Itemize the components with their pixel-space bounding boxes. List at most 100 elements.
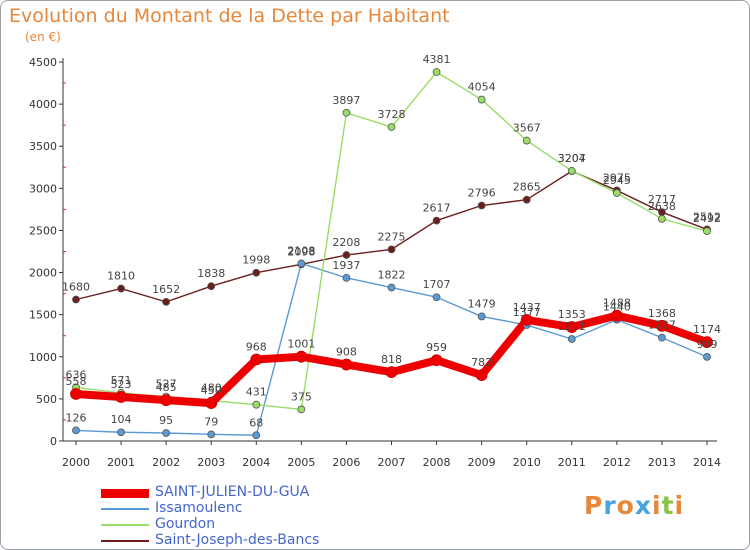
data-point-issamoulenc	[162, 429, 171, 437]
data-label-issamoulenc: 95	[159, 414, 173, 427]
data-label-saint-julien-du-gua: 558	[66, 375, 87, 388]
data-label-saint-joseph-des-bancs: 3204	[558, 152, 586, 165]
x-tick-label: 2006	[332, 456, 360, 469]
legend-item: SAINT-JULIEN-DU-GUA	[101, 484, 361, 501]
data-point-saint-joseph-des-bancs	[252, 268, 261, 277]
data-point-saint-julien-du-gua	[205, 397, 218, 410]
proxiti-logo: Proxiti	[584, 491, 684, 520]
y-tick-label: 1500	[29, 309, 57, 322]
data-label-issamoulenc: 1479	[468, 297, 496, 310]
data-point-saint-joseph-des-bancs	[477, 201, 486, 210]
data-label-saint-joseph-des-bancs: 2865	[513, 181, 541, 194]
data-labels: 1680 1810 1652 1838 1998 2098 2208 2275 2617 2796…	[62, 53, 721, 429]
x-tick-label: 2000	[62, 456, 90, 469]
data-point-saint-julien-du-gua	[160, 394, 173, 407]
data-label-saint-joseph-des-bancs: 2796	[468, 187, 496, 200]
data-label-gourdon: 527	[156, 378, 177, 391]
data-label-issamoulenc: 1440	[603, 301, 631, 314]
x-tick-label: 2010	[513, 456, 541, 469]
data-label-saint-julien-du-gua: 908	[336, 346, 357, 359]
data-label-saint-julien-du-gua: 959	[426, 341, 447, 354]
data-label-gourdon: 431	[246, 386, 267, 399]
x-tick-label: 2005	[287, 456, 315, 469]
x-tick-label: 2012	[603, 456, 631, 469]
data-point-gourdon	[703, 227, 711, 236]
data-point-saint-julien-du-gua	[656, 319, 668, 332]
y-tick-label: 1000	[29, 351, 57, 364]
data-point-issamoulenc	[658, 333, 666, 342]
data-label-issamoulenc: 68	[249, 416, 263, 429]
data-label-saint-julien-du-gua: 1437	[513, 301, 541, 314]
data-point-saint-joseph-des-bancs	[342, 251, 351, 259]
data-point-gourdon	[432, 68, 441, 76]
data-point-gourdon	[612, 189, 621, 197]
data-label-saint-julien-du-gua: 485	[156, 381, 177, 394]
data-label-saint-julien-du-gua: 782	[471, 356, 492, 369]
y-tick-label: 2500	[29, 224, 57, 237]
data-label-saint-joseph-des-bancs: 1810	[107, 270, 135, 283]
data-point-issamoulenc	[387, 283, 396, 292]
legend-label: Saint-Joseph-des-Bancs	[155, 532, 320, 548]
legend-label: Issamoulenc	[155, 500, 243, 516]
data-point-saint-julien-du-gua	[295, 350, 308, 363]
x-tick-label: 2011	[558, 456, 586, 469]
data-label-saint-joseph-des-bancs: 1652	[152, 283, 180, 296]
data-label-issamoulenc: 1227	[648, 319, 676, 332]
data-label-saint-julien-du-gua: 450	[201, 384, 222, 397]
data-label-gourdon: 636	[66, 368, 87, 381]
data-point-saint-joseph-des-bancs	[162, 297, 171, 306]
data-point-saint-julien-du-gua	[475, 369, 488, 382]
chart-unit: (en €)	[25, 30, 61, 44]
data-point-issamoulenc	[477, 312, 486, 321]
x-tick-label: 2003	[197, 456, 225, 469]
legend-label: Gourdon	[155, 516, 216, 532]
data-label-issamoulenc: 2108	[287, 244, 315, 257]
chart-title: Evolution du Montant de la Dette par Hab…	[9, 5, 450, 27]
data-label-gourdon: 4381	[423, 53, 451, 66]
data-point-issamoulenc	[297, 259, 306, 268]
data-point-gourdon	[477, 95, 486, 104]
data-point-saint-julien-du-gua	[115, 391, 127, 403]
data-point-gourdon	[567, 166, 576, 175]
data-label-saint-julien-du-gua: 1353	[558, 308, 586, 321]
data-point-saint-julien-du-gua	[610, 309, 623, 322]
data-label-saint-joseph-des-bancs: 1998	[242, 254, 270, 267]
data-label-gourdon: 3207	[558, 152, 586, 165]
data-label-saint-joseph-des-bancs: 2208	[332, 236, 360, 249]
data-label-gourdon: 3567	[513, 122, 541, 135]
data-point-saint-julien-du-gua	[701, 336, 713, 349]
data-label-saint-joseph-des-bancs: 2098	[287, 245, 315, 258]
data-label-gourdon: 2638	[648, 200, 676, 213]
logo-letter: o	[616, 491, 635, 520]
data-point-saint-julien-du-gua	[385, 366, 398, 379]
y-tick-label: 4500	[29, 56, 57, 69]
logo-letter: x	[634, 491, 652, 520]
y-tick-label: 0	[50, 435, 57, 448]
logo-letter: i	[674, 491, 685, 520]
data-point-gourdon	[387, 123, 396, 131]
series-points	[70, 68, 713, 440]
logo-letter: r	[603, 491, 617, 520]
data-point-saint-julien-du-gua	[565, 321, 578, 333]
data-label-saint-julien-du-gua: 1174	[693, 323, 721, 336]
data-label-gourdon: 480	[201, 382, 222, 395]
data-point-gourdon	[297, 405, 306, 414]
x-tick-label: 2009	[468, 456, 496, 469]
logo-letter: i	[652, 491, 662, 520]
data-label-saint-joseph-des-bancs: 2275	[378, 230, 406, 243]
data-label-saint-julien-du-gua: 1488	[603, 297, 631, 310]
data-label-issamoulenc: 1822	[378, 269, 406, 282]
data-point-issamoulenc	[703, 352, 711, 361]
data-label-saint-julien-du-gua: 1368	[648, 307, 676, 320]
data-label-issamoulenc: 1937	[332, 259, 360, 272]
data-label-saint-joseph-des-bancs: 2975	[603, 171, 631, 184]
data-point-issamoulenc	[432, 293, 441, 302]
y-tick-label: 3500	[29, 140, 57, 153]
x-tick-label: 2014	[693, 456, 721, 469]
data-point-gourdon	[658, 214, 666, 223]
data-label-gourdon: 2492	[693, 212, 721, 225]
data-label-issamoulenc: 104	[111, 413, 132, 426]
data-label-saint-julien-du-gua: 523	[111, 378, 132, 391]
data-point-saint-joseph-des-bancs	[72, 295, 80, 304]
